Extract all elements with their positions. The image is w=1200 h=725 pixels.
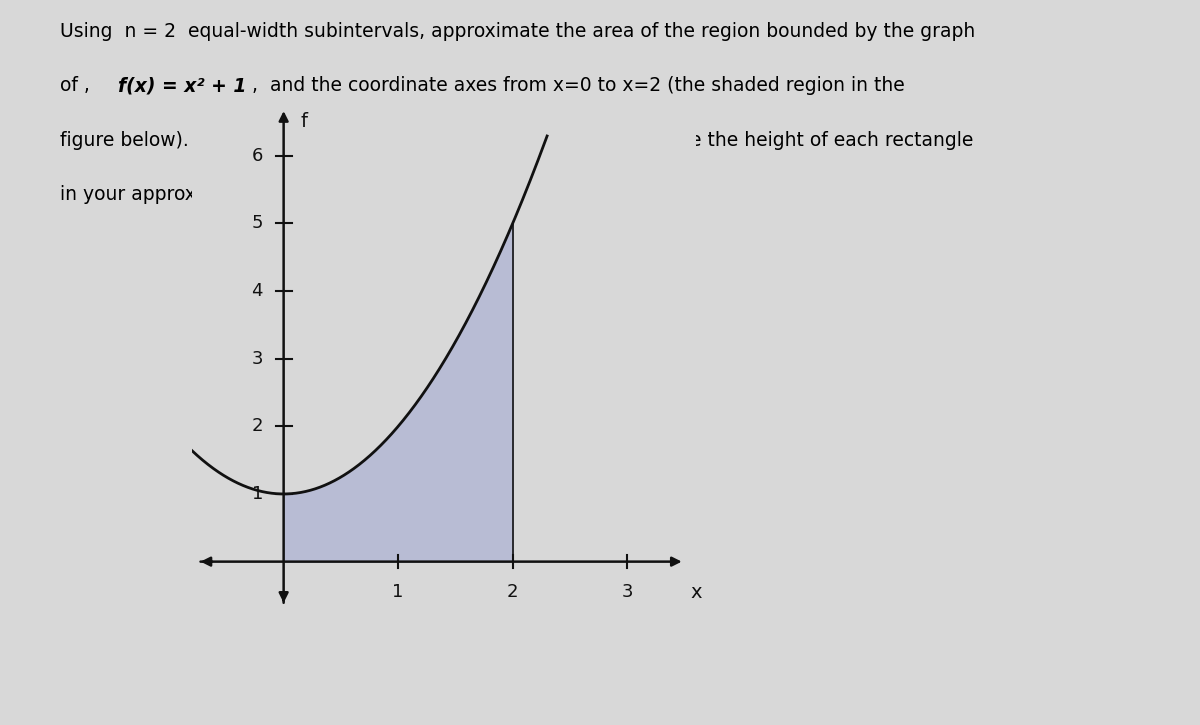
Text: figure below). Use the: figure below). Use the — [60, 130, 272, 149]
Text: 6: 6 — [252, 146, 263, 165]
Text: 2: 2 — [252, 418, 263, 435]
Text: x: x — [690, 584, 702, 602]
Text: ,  and the coordinate axes from x=0 to x=2 (the shaded region in the: , and the coordinate axes from x=0 to x=… — [246, 76, 905, 95]
Text: f(x) = x² + 1: f(x) = x² + 1 — [118, 76, 246, 95]
Text: 5: 5 — [252, 215, 263, 232]
Text: 4: 4 — [252, 282, 263, 300]
Text: right endpoint: right endpoint — [258, 130, 410, 149]
Text: f: f — [301, 112, 308, 130]
Text: Using  n = 2  equal-width subintervals, approximate the area of the region bound: Using n = 2 equal-width subintervals, ap… — [60, 22, 976, 41]
Text: of each subinterval to determine the height of each rectangle: of each subinterval to determine the hei… — [388, 130, 973, 149]
Text: 2: 2 — [506, 584, 518, 601]
Text: 1: 1 — [252, 485, 263, 503]
Text: 1: 1 — [392, 584, 404, 601]
Text: of ,: of , — [60, 76, 102, 95]
Text: in your approximation.: in your approximation. — [60, 185, 272, 204]
Text: 3: 3 — [622, 584, 634, 601]
Text: 3: 3 — [252, 349, 263, 368]
